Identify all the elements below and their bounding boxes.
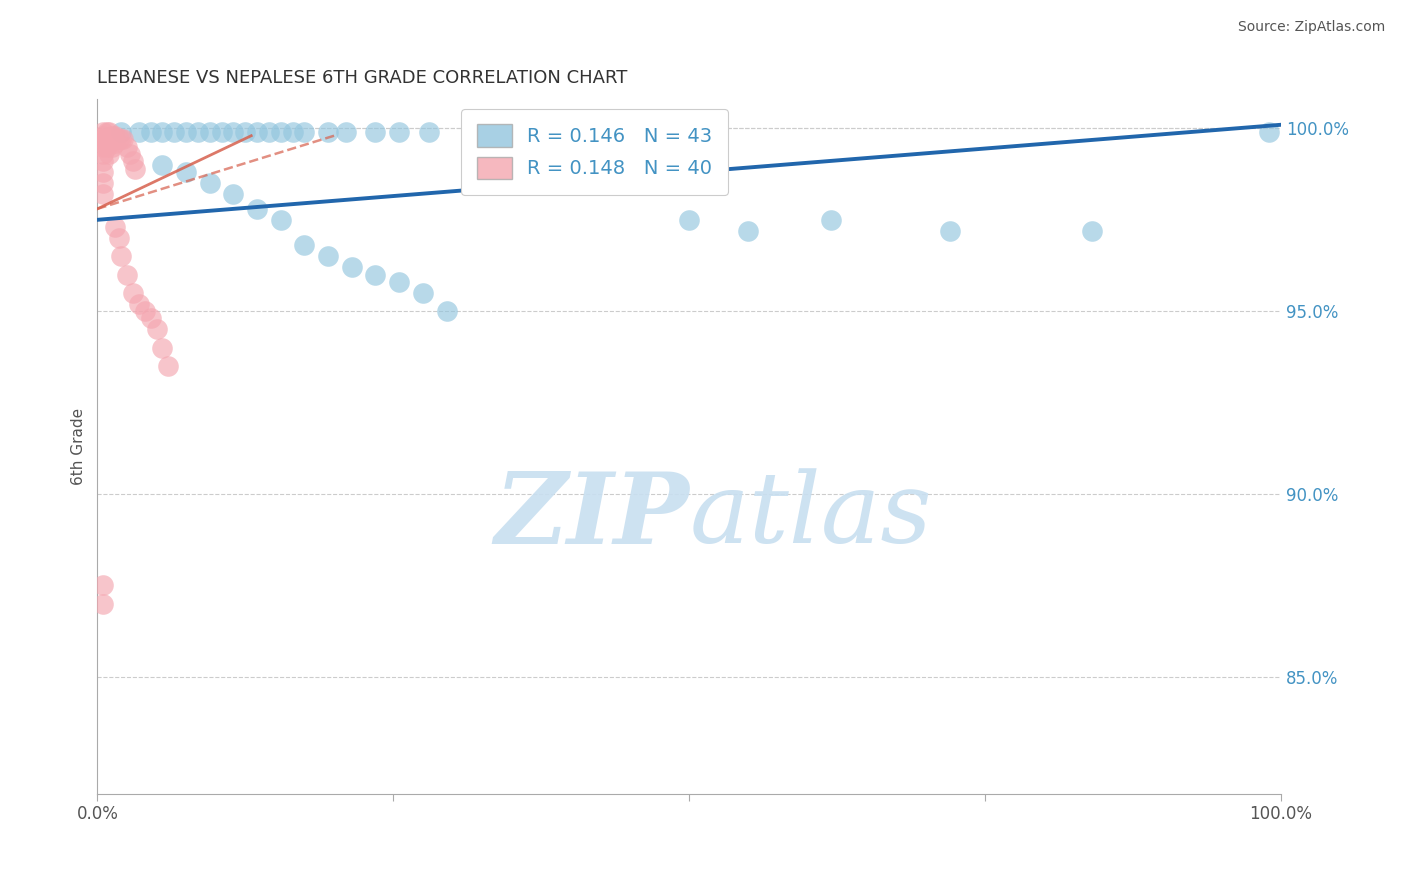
Point: [388, 275, 411, 289]
Point: [294, 125, 316, 139]
Point: [134, 304, 156, 318]
Text: Source: ZipAtlas.com: Source: ZipAtlas.com: [1237, 21, 1385, 34]
Point: [107, 231, 129, 245]
Point: [98, 147, 121, 161]
Point: [91, 125, 114, 139]
Point: [211, 125, 233, 139]
Point: [294, 238, 316, 252]
Point: [91, 128, 114, 143]
Point: [139, 125, 162, 139]
Point: [364, 125, 387, 139]
Point: [100, 128, 122, 143]
Point: [152, 341, 174, 355]
Point: [536, 125, 558, 139]
Point: [104, 136, 127, 150]
Y-axis label: 6th Grade: 6th Grade: [72, 408, 86, 485]
Point: [198, 125, 221, 139]
Point: [222, 187, 245, 202]
Point: [316, 125, 339, 139]
Point: [107, 132, 129, 146]
Point: [91, 154, 114, 169]
Point: [139, 311, 162, 326]
Point: [174, 165, 197, 179]
Point: [121, 285, 143, 300]
Point: [938, 224, 960, 238]
Point: [222, 125, 245, 139]
Point: [246, 125, 269, 139]
Point: [233, 125, 256, 139]
Point: [281, 125, 304, 139]
Point: [157, 359, 180, 373]
Point: [91, 136, 114, 150]
Point: [270, 212, 292, 227]
Point: [91, 147, 114, 161]
Point: [388, 125, 411, 139]
Point: [1080, 224, 1102, 238]
Point: [678, 212, 700, 227]
Point: [340, 260, 363, 275]
Text: LEBANESE VS NEPALESE 6TH GRADE CORRELATION CHART: LEBANESE VS NEPALESE 6TH GRADE CORRELATI…: [97, 69, 627, 87]
Text: atlas: atlas: [689, 468, 932, 564]
Point: [737, 224, 759, 238]
Point: [418, 125, 440, 139]
Point: [412, 285, 434, 300]
Text: ZIP: ZIP: [494, 467, 689, 564]
Point: [174, 125, 197, 139]
Point: [128, 125, 150, 139]
Point: [91, 176, 114, 190]
Point: [104, 220, 127, 235]
Point: [121, 154, 143, 169]
Point: [120, 147, 142, 161]
Point: [91, 165, 114, 179]
Point: [316, 249, 339, 263]
Point: [270, 125, 292, 139]
Point: [1258, 125, 1281, 139]
Point: [104, 128, 127, 143]
Point: [91, 597, 114, 611]
Point: [246, 202, 269, 216]
Point: [91, 578, 114, 592]
Point: [145, 322, 167, 336]
Point: [91, 132, 114, 146]
Point: [96, 132, 118, 146]
Point: [98, 136, 121, 150]
Point: [163, 125, 186, 139]
Point: [589, 125, 612, 139]
Point: [152, 125, 174, 139]
Legend: R = 0.146   N = 43, R = 0.148   N = 40: R = 0.146 N = 43, R = 0.148 N = 40: [461, 109, 728, 194]
Point: [110, 125, 132, 139]
Point: [91, 139, 114, 153]
Point: [96, 125, 118, 139]
Point: [187, 125, 209, 139]
Point: [124, 161, 146, 176]
Point: [257, 125, 280, 139]
Point: [335, 125, 357, 139]
Point: [98, 125, 121, 139]
Point: [115, 268, 138, 282]
Point: [96, 139, 118, 153]
Point: [115, 139, 138, 153]
Point: [436, 304, 458, 318]
Point: [152, 158, 174, 172]
Point: [100, 139, 122, 153]
Point: [198, 176, 221, 190]
Point: [112, 132, 135, 146]
Point: [110, 132, 132, 146]
Point: [128, 297, 150, 311]
Point: [91, 187, 114, 202]
Point: [364, 268, 387, 282]
Point: [110, 249, 132, 263]
Point: [820, 212, 842, 227]
Point: [465, 125, 488, 139]
